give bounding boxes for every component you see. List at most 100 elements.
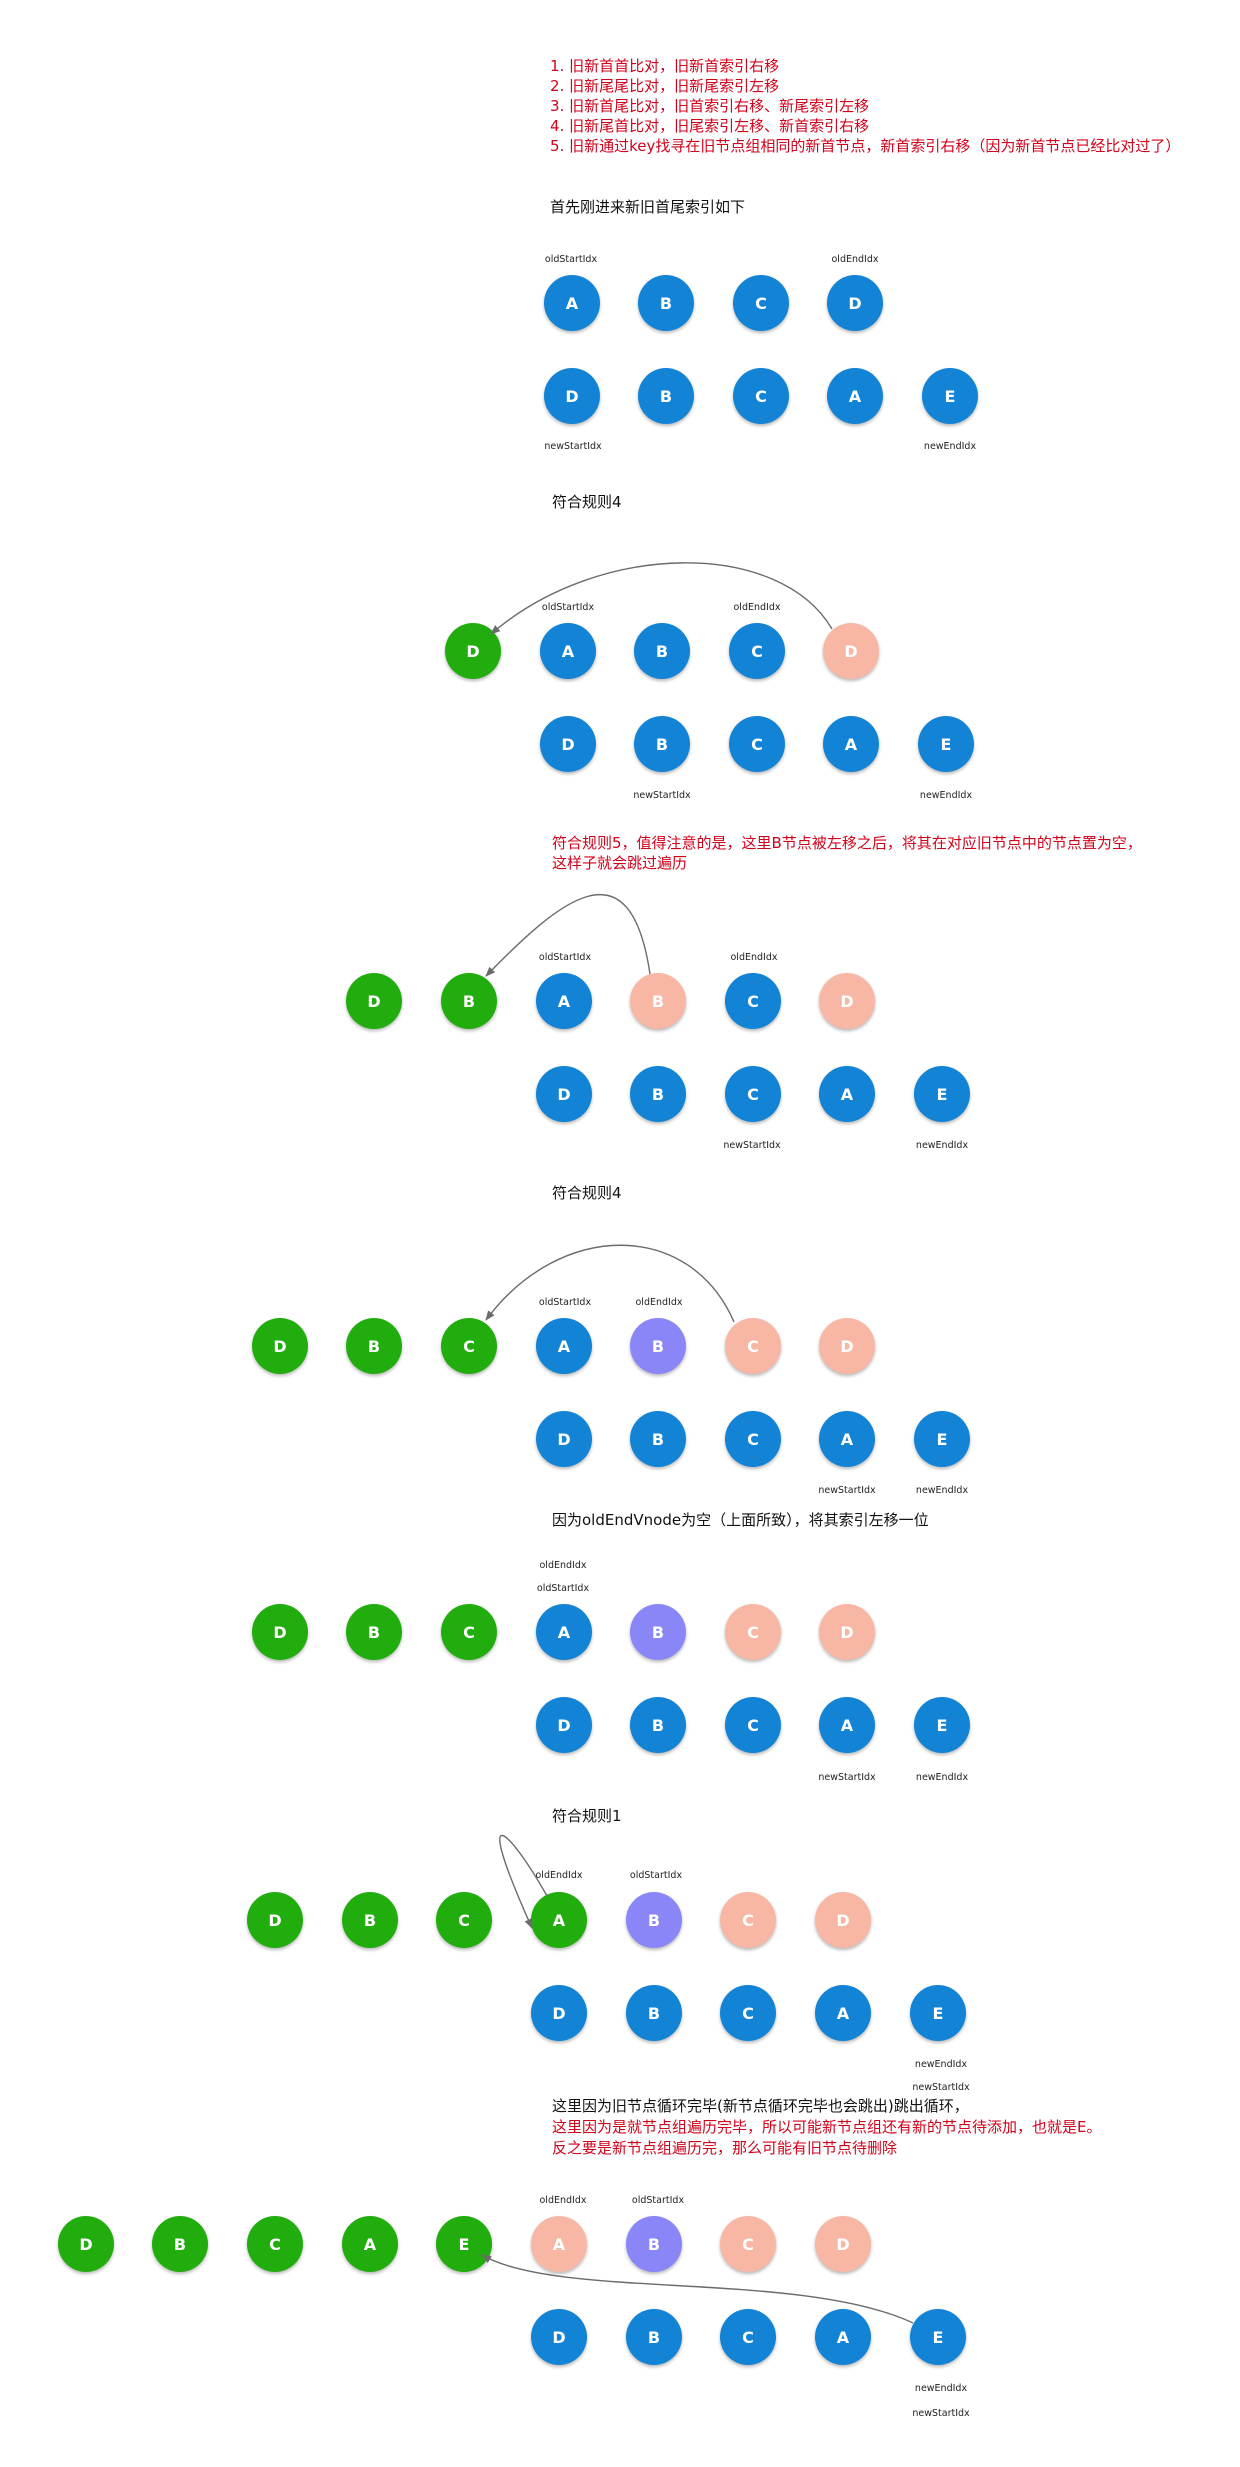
step-6-subtitle-1: 这里因为是就节点组遍历完毕，所以可能新节点组还有新的节点待添加，也就是E。 xyxy=(552,2118,1102,2136)
step-5-new-start-label: newStartIdx xyxy=(912,2082,970,2093)
step-5-node-a: A xyxy=(531,1892,587,1948)
step-4-old-node-a: A xyxy=(536,1604,592,1660)
step-5-match-arrow xyxy=(499,1834,548,1929)
step-3-move-arrow xyxy=(485,1244,735,1323)
step-6-new-end-label: newEndIdx xyxy=(914,2383,968,2394)
step-2-new-start-label: newStartIdx xyxy=(723,1140,781,1151)
step-4-new-end-label: newEndIdx xyxy=(915,1772,969,1783)
step-6-moved-node-b: B xyxy=(152,2216,208,2272)
step-6-old-start-label: oldStartIdx xyxy=(631,2195,685,2206)
step-3-old-start-label: oldStartIdx xyxy=(538,1297,592,1308)
step-2-new-node-e: E xyxy=(914,1066,970,1122)
step-4-new-node-d: D xyxy=(536,1697,592,1753)
step-2-old-node-d: D xyxy=(819,973,875,1029)
step-3-new-node-d: D xyxy=(536,1411,592,1467)
step-3-old-end-label: oldEndIdx xyxy=(635,1297,683,1308)
step-2-move-arrow xyxy=(485,893,651,977)
step-1-old-node-a: A xyxy=(540,623,596,679)
step-6-old-node-b: B xyxy=(626,2216,682,2272)
step-3-moved-node-d: D xyxy=(252,1318,308,1374)
step-5-moved-node-b: B xyxy=(342,1892,398,1948)
rule-2: 2. 旧新尾尾比对，旧新尾索引左移 xyxy=(550,77,780,95)
step-4-new-node-e: E xyxy=(914,1697,970,1753)
step-5-new-node-d: D xyxy=(531,1985,587,2041)
step-5-new-end-label: newEndIdx xyxy=(914,2059,968,2070)
step-0-new-end-label: newEndIdx xyxy=(923,441,977,452)
step-1-move-arrow xyxy=(490,562,833,635)
rule-3: 3. 旧新首尾比对，旧首索引右移、新尾索引左移 xyxy=(550,97,870,115)
step-5-old-start-label: oldStartIdx xyxy=(629,1870,683,1881)
step-6-new-start-label: newStartIdx xyxy=(912,2408,970,2419)
step-3-new-node-c: C xyxy=(725,1411,781,1467)
step-5-title: 符合规则1 xyxy=(552,1807,622,1825)
step-0-old-start-label: oldStartIdx xyxy=(544,254,598,265)
step-1-new-node-c: C xyxy=(729,716,785,772)
step-2-new-node-a: A xyxy=(819,1066,875,1122)
step-6-old-end-label: oldEndIdx xyxy=(539,2195,587,2206)
step-6-moved-node-a: A xyxy=(342,2216,398,2272)
step-2-new-node-d: D xyxy=(536,1066,592,1122)
step-6-old-node-a: A xyxy=(531,2216,587,2272)
step-6-new-node-d: D xyxy=(531,2309,587,2365)
step-3-moved-node-b: B xyxy=(346,1318,402,1374)
step-0-new-node-e: E xyxy=(922,368,978,424)
step-0-new-node-a: A xyxy=(827,368,883,424)
step-6-moved-node-d: D xyxy=(58,2216,114,2272)
step-6-new-node-c: C xyxy=(720,2309,776,2365)
step-1-old-node-c: C xyxy=(729,623,785,679)
step-5-moved-node-d: D xyxy=(247,1892,303,1948)
step-5-old-node-d: D xyxy=(815,1892,871,1948)
step-4-old-node-d: D xyxy=(819,1604,875,1660)
step-6-old-node-c: C xyxy=(720,2216,776,2272)
step-4-moved-node-c: C xyxy=(441,1604,497,1660)
step-2-new-node-c: C xyxy=(725,1066,781,1122)
step-0-old-node-d: D xyxy=(827,275,883,331)
step-4-old-node-c: C xyxy=(725,1604,781,1660)
step-1-new-end-label: newEndIdx xyxy=(919,790,973,801)
rule-1: 1. 旧新首首比对，旧新首索引右移 xyxy=(550,57,780,75)
step-5-moved-node-c: C xyxy=(436,1892,492,1948)
step-4-new-node-a: A xyxy=(819,1697,875,1753)
step-5-new-node-b: B xyxy=(626,1985,682,2041)
step-3-new-end-label: newEndIdx xyxy=(915,1485,969,1496)
step-6-subtitle-2: 反之要是新节点组遍历完，那么可能有旧节点待删除 xyxy=(552,2139,898,2157)
step-3-new-node-a: A xyxy=(819,1411,875,1467)
step-3-new-start-label: newStartIdx xyxy=(818,1485,876,1496)
step-6-new-node-b: B xyxy=(626,2309,682,2365)
step-3-new-node-e: E xyxy=(914,1411,970,1467)
step-2-moved-node-b: B xyxy=(441,973,497,1029)
step-4-new-node-b: B xyxy=(630,1697,686,1753)
step-2-old-node-c: C xyxy=(725,973,781,1029)
step-5-new-node-a: A xyxy=(815,1985,871,2041)
step-2-old-end-label: oldEndIdx xyxy=(730,952,778,963)
step-2-title: 符合规则5，值得注意的是，这里B节点被左移之后，将其在对应旧节点中的节点置为空， xyxy=(552,834,1142,852)
step-1-old-end-label: oldEndIdx xyxy=(733,602,781,613)
step-1-new-start-label: newStartIdx xyxy=(633,790,691,801)
step-0-old-node-c: C xyxy=(733,275,789,331)
step-1-new-node-b: B xyxy=(634,716,690,772)
step-4-old-start-label: oldStartIdx xyxy=(536,1583,590,1594)
step-5-old-node-b: B xyxy=(626,1892,682,1948)
step-3-old-node-b: B xyxy=(630,1318,686,1374)
step-1-new-node-d: D xyxy=(540,716,596,772)
step-3-moved-node-c: C xyxy=(441,1318,497,1374)
step-0-new-node-b: B xyxy=(638,368,694,424)
step-1-old-node-d: D xyxy=(823,623,879,679)
step-1-title: 符合规则4 xyxy=(552,493,622,511)
step-6-new-node-e: E xyxy=(910,2309,966,2365)
step-3-title: 符合规则4 xyxy=(552,1184,622,1202)
step-0-title: 首先刚进来新旧首尾索引如下 xyxy=(550,198,746,216)
step-5-old-node-c: C xyxy=(720,1892,776,1948)
step-2-moved-node-d: D xyxy=(346,973,402,1029)
rule-5: 5. 旧新通过key找寻在旧节点组相同的新首节点，新首索引右移（因为新首节点已经… xyxy=(550,137,1181,155)
step-0-new-node-d: D xyxy=(544,368,600,424)
step-0-old-node-a: A xyxy=(544,275,600,331)
step-1-old-node-b: B xyxy=(634,623,690,679)
rule-4: 4. 旧新尾首比对，旧尾索引左移、新首索引右移 xyxy=(550,117,870,135)
step-4-new-node-c: C xyxy=(725,1697,781,1753)
step-3-old-node-c: C xyxy=(725,1318,781,1374)
step-1-new-node-e: E xyxy=(918,716,974,772)
step-2-new-end-label: newEndIdx xyxy=(915,1140,969,1151)
step-4-moved-node-b: B xyxy=(346,1604,402,1660)
